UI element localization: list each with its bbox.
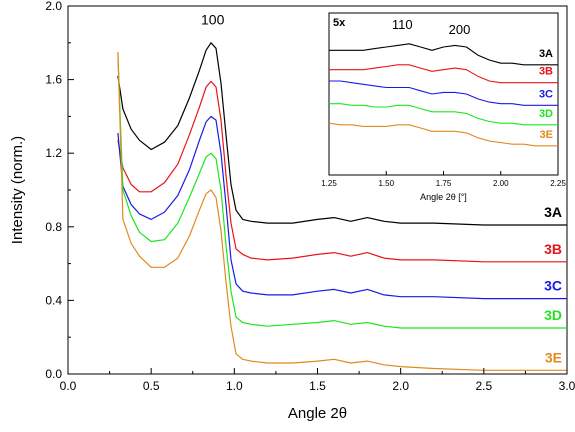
- series-line-3C: [117, 115, 567, 300]
- x-tick-label: 0.0: [60, 379, 77, 393]
- inset-chart: 3A 3B 3C 3D 3E 1.25 1.50 1.75 2.00 2.25 Angle 2θ […: [321, 12, 566, 202]
- x-tick-label: 1.5: [309, 379, 326, 393]
- series-line-3E: [117, 51, 567, 371]
- y-tick-label: 0.0: [45, 367, 62, 381]
- inset-series-line-3E: [328, 122, 558, 147]
- inset-peak-annotation: 110: [392, 17, 413, 32]
- series-label-3B: 3B: [544, 241, 562, 257]
- y-tick-label: 2.0: [45, 0, 62, 13]
- inset-series-label-3D: 3D: [539, 108, 553, 120]
- inset-x-tick-label: 2.00: [493, 179, 509, 188]
- y-tick-label: 0.8: [45, 220, 62, 234]
- inset-series-line-3A: [329, 43, 558, 66]
- inset-title: 5x: [333, 17, 346, 29]
- inset-x-tick-label: 1.50: [378, 179, 394, 188]
- inset-x-tick-label: 1.75: [436, 179, 452, 188]
- x-tick-label: 0.5: [143, 379, 160, 393]
- series-label-3E: 3E: [545, 349, 562, 365]
- x-tick-label: 2.5: [475, 379, 492, 393]
- y-tick-label: 1.6: [45, 73, 62, 87]
- inset-x-tick-label: 2.25: [550, 179, 566, 188]
- series-label-3D: 3D: [544, 307, 562, 323]
- y-axis-label: Intensity (norm.): [9, 136, 26, 244]
- peak-annotation: 100: [201, 11, 225, 27]
- inset-series-label-3B: 3B: [539, 66, 553, 78]
- x-tick-label: 2.0: [392, 379, 409, 393]
- series-line-3B: [117, 80, 567, 263]
- series-label-3A: 3A: [544, 204, 562, 220]
- series-line-3D: [117, 53, 567, 329]
- x-tick-label: 1.0: [226, 379, 243, 393]
- x-axis-label: Angle 2θ: [288, 405, 347, 422]
- inset-series-line-3C: [329, 80, 558, 106]
- inset-series-label-3C: 3C: [539, 88, 553, 100]
- inset-x-tick-label: 1.25: [321, 179, 337, 188]
- inset-series-label-3A: 3A: [539, 48, 553, 60]
- inset-series-line-3D: [329, 103, 558, 126]
- y-tick-label: 0.4: [45, 293, 62, 307]
- x-tick-label: 3.0: [559, 379, 575, 393]
- series-line-3A: [117, 42, 567, 226]
- inset-plot-frame: [328, 12, 559, 176]
- y-tick-label: 1.2: [45, 146, 62, 160]
- inset-series-line-3B: [329, 64, 558, 84]
- inset-peak-annotation: 200: [449, 22, 471, 37]
- inset-series-label-3E: 3E: [540, 129, 553, 141]
- inset-x-axis-label: Angle 2θ [°]: [420, 192, 467, 202]
- series-label-3C: 3C: [544, 278, 562, 294]
